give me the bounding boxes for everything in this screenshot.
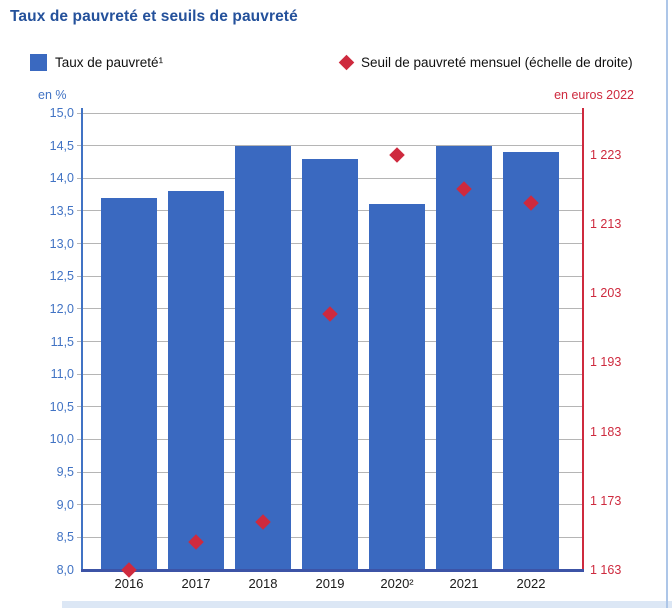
right-axis-tick-label: 1 193 <box>590 355 622 370</box>
right-axis-tick-label: 1 213 <box>590 216 622 231</box>
left-axis-tick-label: 14,0 <box>49 171 74 186</box>
legend-item-seuil-de-pauvrete: Seuil de pauvreté mensuel (échelle de dr… <box>338 53 633 71</box>
x-axis-label: 2022 <box>516 576 546 591</box>
left-axis-unit-label: en % <box>38 88 67 102</box>
legend-label-seuil-de-pauvrete: Seuil de pauvreté mensuel (échelle de dr… <box>361 54 633 70</box>
left-axis-tick-label: 11,0 <box>50 367 74 382</box>
bar-2016 <box>101 197 157 570</box>
right-axis-tick-label: 1 203 <box>590 286 622 301</box>
left-axis-tick-label: 15,0 <box>49 106 74 120</box>
bottom-axis-line <box>81 569 584 572</box>
left-axis-tick-label: 14,5 <box>49 138 74 153</box>
legend-item-taux-de-pauvrete: Taux de pauvreté¹ <box>30 53 163 71</box>
left-axis-tick-label: 8,0 <box>56 563 74 577</box>
right-axis-unit-label: en euros 2022 <box>554 88 634 102</box>
left-axis-tick-label: 12,5 <box>49 269 74 284</box>
page-right-border <box>666 0 668 608</box>
left-axis-tick-label: 8,5 <box>56 530 74 545</box>
bar-2020² <box>369 204 425 570</box>
x-axis-label: 2017 <box>181 576 211 591</box>
left-axis-tick-label: 10,5 <box>49 399 74 414</box>
bar-2019 <box>302 158 358 570</box>
left-axis-tick-label: 9,0 <box>56 497 74 512</box>
right-axis-tick-label: 1 163 <box>590 563 622 577</box>
x-axis-label: 2020² <box>380 576 414 591</box>
left-axis-tick-label: 13,5 <box>49 203 74 218</box>
diamond-marker-2020² <box>389 146 405 163</box>
x-axis-label: 2021 <box>449 576 479 591</box>
gridline <box>77 112 582 114</box>
left-axis-line <box>81 108 83 570</box>
gridline <box>77 145 582 147</box>
footer-strip <box>62 601 672 608</box>
right-axis-tick-label: 1 183 <box>590 424 622 439</box>
left-axis-tick-label: 9,5 <box>56 465 74 480</box>
right-axis-tick-label: 1 173 <box>590 493 622 508</box>
right-axis-tick-label: 1 223 <box>590 147 622 162</box>
diamond-series-swatch-icon <box>338 54 355 70</box>
x-axis-label: 2018 <box>248 576 278 591</box>
left-axis-tick-label: 12,0 <box>49 301 74 316</box>
left-axis-tick-label: 11,5 <box>50 334 74 349</box>
bar-2021 <box>436 145 492 570</box>
bar-series-swatch-icon <box>30 53 47 71</box>
x-axis-label: 2019 <box>315 576 345 591</box>
left-axis-tick-label: 13,0 <box>49 236 74 251</box>
bar-2017 <box>168 191 224 570</box>
legend-label-taux-de-pauvrete: Taux de pauvreté¹ <box>55 54 164 70</box>
bar-2018 <box>235 145 291 570</box>
chart-title: Taux de pauvreté et seuils de pauvreté <box>10 8 298 25</box>
x-axis-label: 2016 <box>114 576 144 591</box>
right-axis-line <box>582 108 584 570</box>
left-axis-tick-label: 10,0 <box>49 432 74 447</box>
bar-2022 <box>503 152 559 570</box>
